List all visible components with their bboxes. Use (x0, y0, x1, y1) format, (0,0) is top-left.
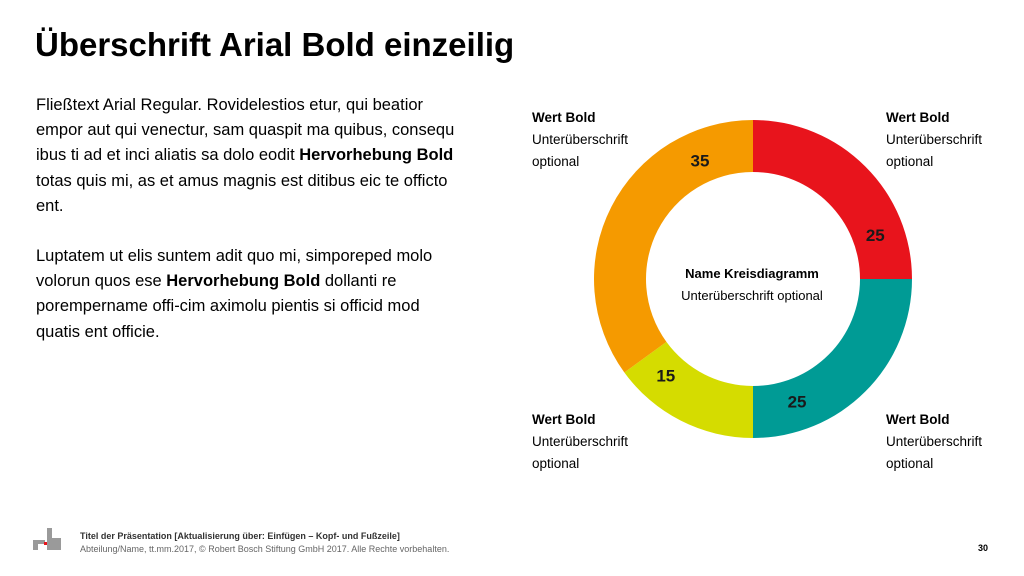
p1-text: Fließtext Arial Regular. Rovidelestios e… (36, 96, 455, 165)
donut-slice-2 (753, 279, 912, 438)
paragraph-1: Fließtext Arial Regular. Rovidelestios e… (36, 93, 456, 219)
footer-title: Titel der Präsentation [Aktualisierung ü… (80, 531, 400, 541)
footer-copyright: Abteilung/Name, tt.mm.2017, © Robert Bos… (80, 544, 450, 554)
callout-optional: optional (532, 456, 580, 471)
page-number: 30 (977, 543, 988, 553)
callout-top-right: Wert Bold Unterüberschrift optional (886, 107, 982, 173)
callout-value: Wert Bold (886, 110, 950, 125)
chart-title: Name Kreisdiagramm (685, 266, 819, 281)
donut-label-4: 35 (691, 151, 710, 170)
callout-subtitle: Unterüberschrift (532, 434, 629, 449)
callout-bottom-left: Wert Bold Unterüberschrift optional (532, 409, 628, 475)
callout-value: Wert Bold (532, 110, 596, 125)
p2-text: Luptatem ut elis suntem adit quo mi, sim… (36, 247, 433, 291)
donut-slice-4 (593, 119, 753, 373)
donut-slice-1 (753, 120, 912, 279)
body-text: Fließtext Arial Regular. Rovidelestios e… (36, 93, 456, 370)
donut-slice-3 (624, 341, 753, 438)
callout-subtitle: Unterüberschrift (532, 132, 629, 147)
callout-optional: optional (886, 456, 934, 471)
chart-subtitle: Unterüberschrift optional (681, 288, 823, 303)
donut-label-2: 25 (788, 392, 807, 411)
bosch-stiftung-logo (33, 528, 61, 550)
callout-subtitle: Unterüberschrift (886, 132, 983, 147)
p2-text-end: dollanti re porempername offi-cim aximol… (36, 272, 420, 341)
callout-bottom-right: Wert Bold Unterüberschrift optional (886, 409, 982, 475)
footer: Titel der Präsentation [Aktualisierung ü… (80, 530, 449, 556)
callout-value: Wert Bold (886, 412, 950, 427)
slide-title: Überschrift Arial Bold einzeilig (35, 26, 515, 63)
callout-optional: optional (532, 154, 580, 169)
callout-optional: optional (886, 154, 934, 169)
p2-emphasis: Hervorhebung Bold (166, 272, 321, 291)
callout-top-left: Wert Bold Unterüberschrift optional (532, 107, 628, 173)
paragraph-2: Luptatem ut elis suntem adit quo mi, sim… (36, 244, 456, 345)
p1-emphasis: Hervorhebung Bold (299, 146, 454, 165)
donut-label-3: 15 (656, 366, 675, 385)
p1-text-end: totas quis mi, as et amus magnis est dit… (36, 171, 448, 215)
donut-label-1: 25 (866, 226, 885, 245)
callout-subtitle: Unterüberschrift (886, 434, 983, 449)
chart-center-label: Name Kreisdiagramm Unterüberschrift opti… (652, 263, 852, 307)
callout-value: Wert Bold (532, 412, 596, 427)
